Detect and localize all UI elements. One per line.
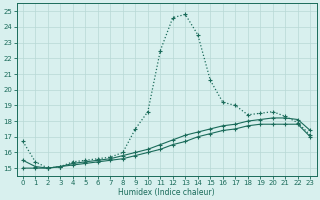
X-axis label: Humidex (Indice chaleur): Humidex (Indice chaleur) [118, 188, 215, 197]
